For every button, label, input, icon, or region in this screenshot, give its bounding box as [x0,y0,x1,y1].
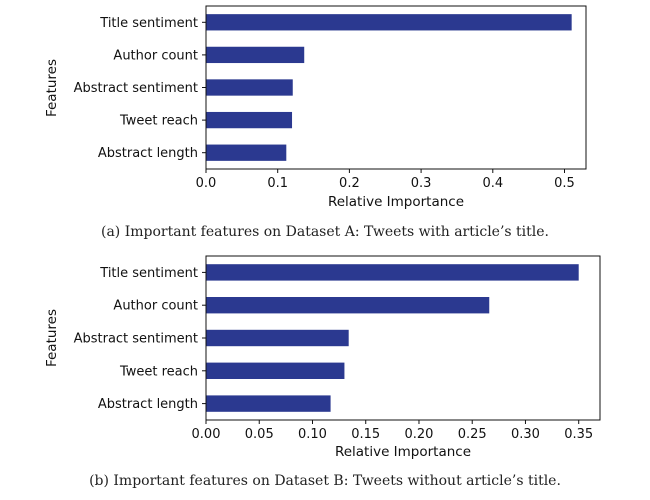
y-tick-label: Tweet reach [119,364,198,379]
plot-frame [205,255,601,421]
bar [206,79,293,96]
x-tick-label: 0.05 [245,427,274,442]
bar [206,111,293,129]
bar [206,329,349,347]
bar [206,297,490,314]
y-tick-label: Author count [113,48,198,63]
x-tick-label: 0.15 [351,427,380,442]
chart-dataset-a: Title sentiment Author count Abstract sent… [44,5,587,210]
bar [206,46,305,64]
bar [206,395,331,412]
x-tick-label: 0.1 [267,176,288,191]
bar [206,264,579,281]
x-tick-label: 0.3 [411,176,432,191]
x-tick-label: 0.35 [564,427,593,442]
caption-dataset-b: (b) Important features on Dataset B: Twe… [89,473,561,489]
x-tick-label: 0.30 [511,427,540,442]
x-tick-label: 0.0 [196,176,217,191]
x-tick-label: 0.25 [458,427,487,442]
x-tick-label: 0.00 [192,427,221,442]
caption-dataset-a: (a) Important features on Dataset A: Twe… [101,224,549,240]
y-tick-label: Tweet reach [119,114,198,129]
bar [206,14,572,31]
x-tick-label: 0.4 [482,176,503,191]
x-axis-title: Relative Importance [335,444,471,460]
y-axis-title: Features [44,309,60,367]
plot-frame [205,5,587,170]
y-tick-label: Author count [113,299,198,314]
x-tick-label: 0.2 [339,176,360,191]
y-tick-label: Title sentiment [99,266,198,281]
y-tick-label: Title sentiment [99,16,198,31]
bar [206,362,345,379]
chart-dataset-b: Title sentiment Author count Abstract sent… [44,255,601,460]
y-tick-label: Abstract length [98,146,198,161]
bar [206,144,287,161]
x-tick-label: 0.20 [404,427,433,442]
x-tick-label: 0.10 [298,427,327,442]
y-axis-title: Features [44,59,60,117]
y-tick-label: Abstract sentiment [74,81,198,96]
x-tick-label: 0.5 [554,176,575,191]
y-tick-label: Abstract length [98,397,198,412]
x-axis-title: Relative Importance [328,194,464,210]
y-tick-label: Abstract sentiment [74,332,198,347]
